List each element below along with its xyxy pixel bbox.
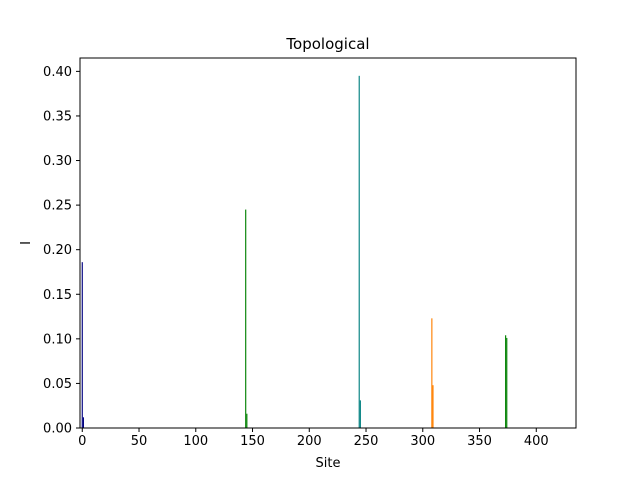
chart-title: Topological [285, 35, 369, 53]
bar-site-245 [359, 400, 361, 428]
plot-frame [79, 57, 577, 429]
bar-site-144 [245, 209, 247, 428]
y-tick-label: 0.35 [43, 109, 72, 124]
x-tick-label: 100 [183, 434, 208, 449]
x-tick-label: 400 [524, 434, 549, 449]
y-tick-label: 0.40 [43, 65, 72, 80]
y-tick-label: 0.30 [43, 154, 72, 169]
bar-site-0 [81, 262, 83, 428]
bar-site-145 [246, 413, 248, 428]
bar-site-1 [82, 417, 84, 428]
bar-site-309 [432, 385, 434, 428]
x-tick-label: 150 [240, 434, 265, 449]
y-tick-label: 0.00 [43, 422, 72, 437]
bar-site-244 [358, 75, 360, 428]
bars-group [81, 75, 508, 428]
x-tick-label: 200 [297, 434, 322, 449]
x-axis-ticks: 0 50 100 150 200 250 300 350 400 [78, 428, 549, 449]
x-tick-label: 50 [131, 434, 148, 449]
x-axis-label: Site [316, 456, 341, 471]
y-tick-label: 0.20 [43, 243, 72, 258]
bar-site-374 [506, 337, 508, 428]
x-tick-label: 300 [410, 434, 435, 449]
x-tick-label: 350 [467, 434, 492, 449]
x-tick-label: 0 [78, 434, 86, 449]
bar-site-373 [505, 335, 507, 428]
y-tick-label: 0.25 [43, 199, 72, 214]
bar-site-308 [431, 318, 433, 428]
y-tick-label: 0.05 [43, 377, 72, 392]
y-axis-ticks: 0.00 0.05 0.10 0.15 0.20 0.25 0.30 0.35 0.40 [43, 65, 80, 437]
x-tick-label: 250 [354, 434, 379, 449]
y-axis-label: I [19, 241, 34, 245]
y-tick-label: 0.15 [43, 288, 72, 303]
y-tick-label: 0.10 [43, 332, 72, 347]
